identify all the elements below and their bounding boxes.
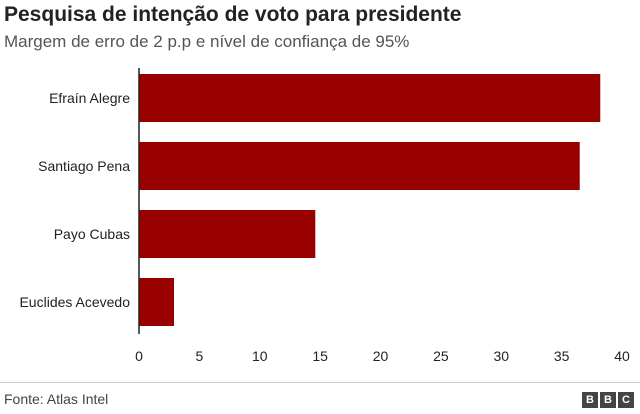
bbc-logo: B B C xyxy=(582,392,634,408)
chart-subtitle: Margem de erro de 2 p.p e nível de confi… xyxy=(4,32,410,51)
category-label: Payo Cubas xyxy=(54,226,130,242)
x-tick-label: 40 xyxy=(614,348,630,364)
x-tick-label: 0 xyxy=(135,348,143,364)
bar-payo-cubas xyxy=(139,210,316,258)
category-label: Efraín Alegre xyxy=(49,90,130,106)
source-note: Fonte: Atlas Intel xyxy=(4,391,109,407)
chart-title: Pesquisa de intenção de voto para presid… xyxy=(4,3,462,26)
footer-divider xyxy=(0,382,640,383)
x-tick-label: 35 xyxy=(554,348,570,364)
bar-santiago-pena xyxy=(139,142,580,190)
bbc-logo-letter-b1: B xyxy=(582,392,598,408)
category-label: Santiago Pena xyxy=(38,158,130,174)
x-tick-label: 10 xyxy=(252,348,268,364)
bar-euclides-acevedo xyxy=(139,278,175,326)
bar-chart: Efraín Alegre Santiago Pena Payo Cubas Eucl… xyxy=(19,68,630,364)
category-label: Euclides Acevedo xyxy=(19,294,130,310)
bbc-logo-letter-b2: B xyxy=(600,392,616,408)
x-tick-label: 20 xyxy=(373,348,389,364)
bbc-logo-letter-c: C xyxy=(618,392,634,408)
x-tick-label: 15 xyxy=(312,348,328,364)
x-tick-label: 25 xyxy=(433,348,449,364)
x-tick-label: 30 xyxy=(493,348,509,364)
bar-efra-n-alegre xyxy=(139,74,601,122)
x-tick-label: 5 xyxy=(195,348,203,364)
